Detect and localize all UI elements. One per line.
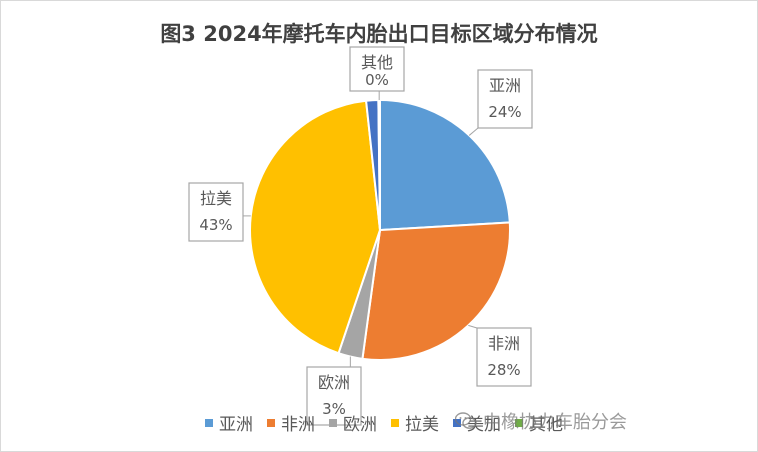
data-label-value-2: 3% [322,400,346,418]
legend-item-1: 非洲 [267,410,315,435]
legend-label-1: 非洲 [281,415,315,435]
pie-slice-1 [361,221,511,361]
legend-swatch-2 [329,418,337,427]
legend-swatch-5 [515,418,523,427]
wechat-icon [455,412,477,429]
legend-item-2: 欧洲 [329,410,377,435]
data-label-box-0 [477,69,533,129]
data-label-category-1: 非洲 [488,334,520,353]
data-label-box-2 [306,366,362,426]
watermark: 中橡协力车胎分会 [455,408,627,434]
data-label-category-2: 欧洲 [318,373,350,392]
data-label-value-5: 0% [365,71,389,89]
watermark-text: 中橡协力车胎分会 [483,412,627,433]
data-label-box-3 [188,182,244,242]
chart-legend: 亚洲 非洲 欧洲 拉美 美加 其他 [205,410,577,435]
legend-swatch-1 [267,418,275,427]
data-label-value-1: 28% [487,361,520,379]
legend-label-3: 拉美 [405,415,439,435]
data-label-category-0: 亚洲 [489,76,521,95]
data-label-box-5 [349,46,405,92]
data-label-value-0: 24% [488,103,521,121]
chart-title: 图3 2024年摩托车内胎出口目标区域分布情况 [160,22,598,46]
legend-swatch-3 [391,418,399,427]
leader-line-1 [468,324,478,329]
data-label-box-1 [476,327,532,387]
legend-swatch-0 [205,418,213,427]
legend-item-3: 拉美 [391,410,439,435]
data-label-category-3: 拉美 [200,189,232,208]
data-label-category-5: 其他 [361,53,393,72]
legend-label-5: 其他 [529,415,563,435]
legend-label-2: 欧洲 [343,415,377,435]
leader-line-0 [468,127,479,136]
data-label-value-3: 43% [199,216,232,234]
pie-slice-0 [379,98,511,232]
legend-label-0: 亚洲 [219,415,253,435]
legend-item-0: 亚洲 [205,410,253,435]
legend-item-5: 其他 [515,410,563,435]
